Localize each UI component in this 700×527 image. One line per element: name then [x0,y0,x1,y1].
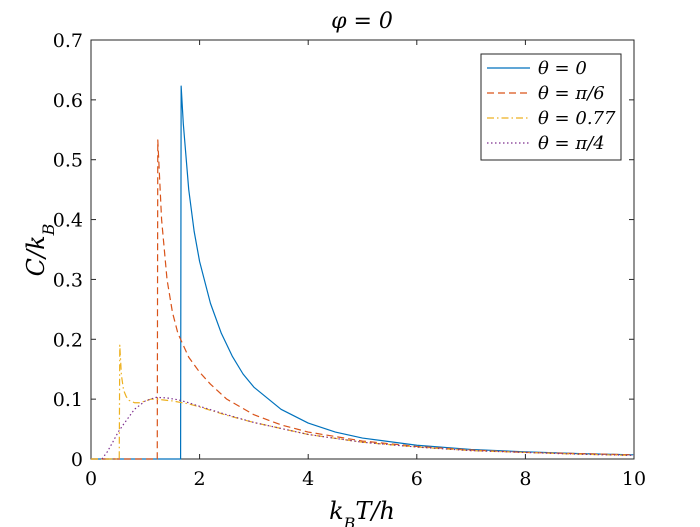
y-tick-label: 0.2 [53,329,83,351]
axis-ticks [90,39,635,460]
legend-label-2: θ = π/6 [538,83,605,104]
series-line-3 [91,344,635,460]
legend-label-4: θ = π/4 [538,133,605,154]
y-tick-label: 0.6 [53,90,83,112]
y-axis-label: C/kB [22,223,58,276]
x-tick-label: 2 [194,468,206,490]
x-tick-label: 0 [85,468,97,490]
x-axis-label: kBT/h [329,497,395,527]
legend-box [480,53,622,161]
x-tick-label: 8 [519,468,531,490]
y-tick-label: 0.4 [53,210,83,232]
y-tick-label: 0.3 [53,269,83,291]
series-line-1 [91,85,635,460]
x-tick-label: 10 [622,468,646,490]
y-tick-label: 0 [71,449,83,471]
data-series [91,85,635,460]
legend-label-1: θ = 0 [538,58,587,79]
x-tick-label: 4 [302,468,314,490]
x-tick-labels: 0 2 4 6 8 10 [85,468,646,490]
y-tick-label: 0.1 [53,389,83,411]
chart-title: φ = 0 [331,9,393,34]
y-tick-label: 0.5 [53,150,83,172]
y-tick-label: 0.7 [53,30,83,52]
legend-label-3: θ = 0.77 [538,108,616,129]
x-tick-label: 6 [411,468,423,490]
y-tick-labels: 0 0.1 0.2 0.3 0.4 0.5 0.6 0.7 [53,30,83,471]
legend: θ = 0 θ = π/6 θ = 0.77 θ = π/4 [480,53,622,161]
